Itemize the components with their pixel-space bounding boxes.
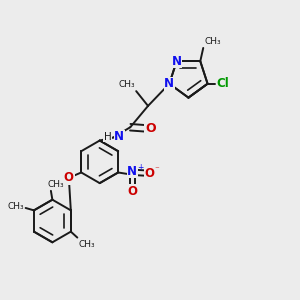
Text: +: + [137,163,144,172]
Text: CH₃: CH₃ [8,202,25,211]
Text: ⁻: ⁻ [154,166,159,175]
Text: CH₃: CH₃ [79,240,95,249]
Text: O: O [64,171,74,184]
Text: CH₃: CH₃ [204,37,221,46]
Text: CH₃: CH₃ [118,80,135,89]
Text: N: N [164,77,174,90]
Text: O: O [128,185,137,198]
Text: O: O [145,167,154,180]
Text: N: N [114,130,124,143]
Text: H: H [103,132,111,142]
Text: CH₃: CH₃ [47,180,64,189]
Text: O: O [145,122,156,135]
Text: N: N [172,55,182,68]
Text: N: N [128,165,137,178]
Text: Cl: Cl [216,77,229,90]
